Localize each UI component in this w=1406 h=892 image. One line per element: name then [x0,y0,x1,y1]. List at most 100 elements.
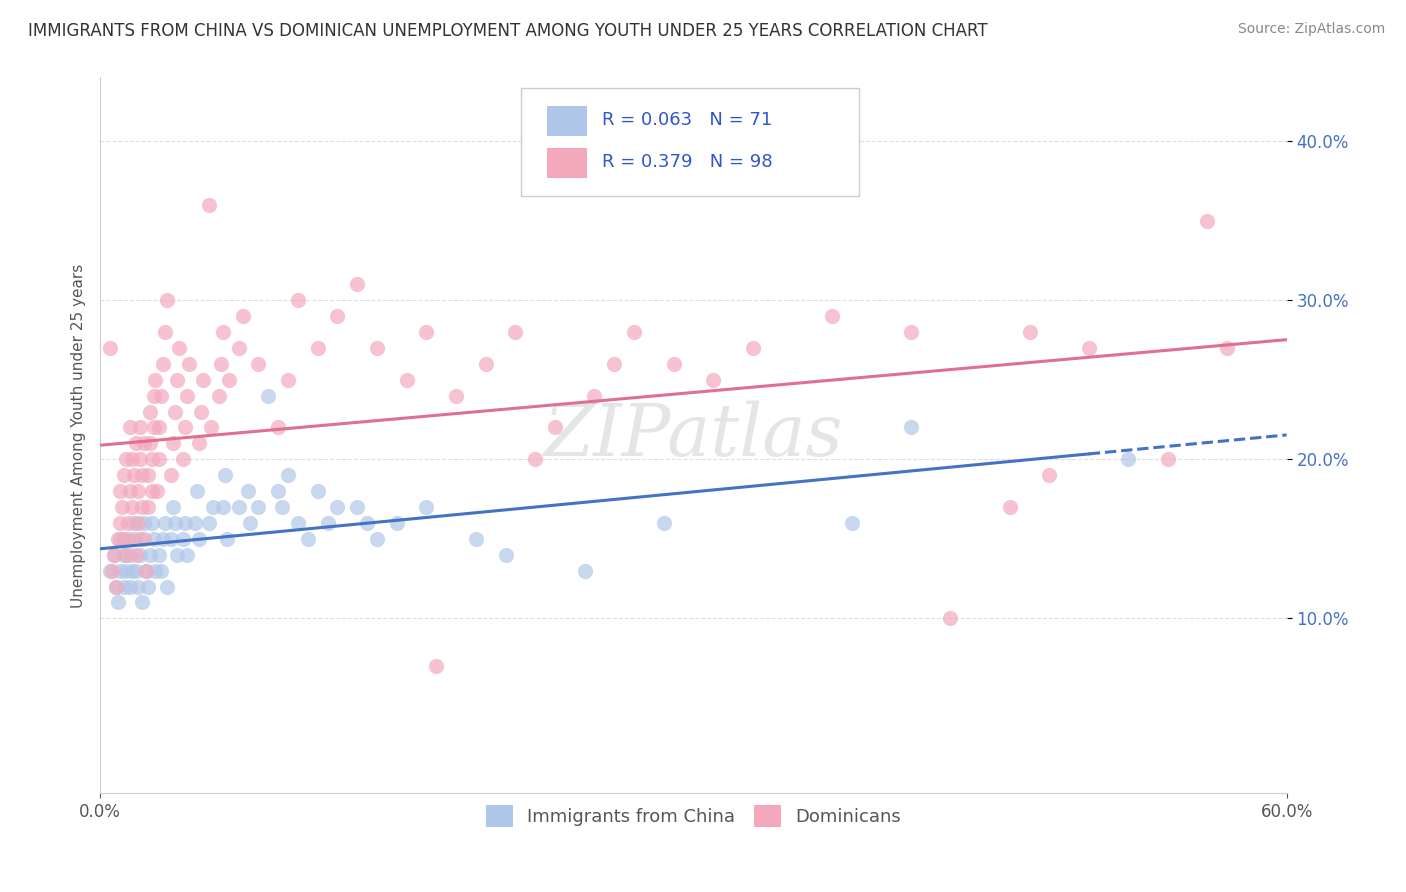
Y-axis label: Unemployment Among Youth under 25 years: Unemployment Among Youth under 25 years [72,263,86,607]
Point [939,611,962,625]
Point [356,516,378,530]
Point [287,516,309,530]
Point [167,341,190,355]
Point [425,659,447,673]
Point [125,564,148,578]
Point [415,325,437,339]
Point [239,516,262,530]
Point [297,532,319,546]
Point [141,452,163,467]
Point [214,468,236,483]
Point [201,500,224,514]
Point [444,389,467,403]
Point [165,516,187,530]
Point [574,564,596,578]
Text: R = 0.379   N = 98: R = 0.379 N = 98 [602,153,773,171]
Point [122,516,145,530]
Point [141,484,163,499]
Point [172,452,194,467]
Point [121,500,143,514]
Point [111,500,134,514]
Point [346,500,368,514]
Point [524,452,547,467]
Point [190,404,212,418]
Point [1077,341,1099,355]
Point [152,357,174,371]
Point [132,436,155,450]
Point [652,516,675,530]
Point [215,532,238,546]
Point [114,564,136,578]
Point [150,564,173,578]
Point [155,516,177,530]
Point [366,341,388,355]
Point [112,468,135,483]
Point [138,404,160,418]
Point [141,516,163,530]
Point [98,341,121,355]
Point [841,516,863,530]
Point [117,516,139,530]
Point [326,500,349,514]
Point [174,516,197,530]
Point [741,341,763,355]
Point [198,516,221,530]
Point [1157,452,1180,467]
Point [179,357,201,371]
Point [176,548,198,562]
Point [166,548,188,562]
Point [138,548,160,562]
Point [128,532,150,546]
Point [271,500,294,514]
Point [160,532,183,546]
Point [495,548,517,562]
Point [267,484,290,499]
Point [162,500,184,514]
Point [326,309,349,323]
Point [108,516,131,530]
Point [1038,468,1060,483]
Point [900,420,922,434]
Point [98,564,121,578]
Point [128,452,150,467]
Point [231,309,253,323]
Point [247,357,270,371]
Point [128,420,150,434]
Point [702,373,724,387]
Point [135,564,157,578]
Text: ZIPatlas: ZIPatlas [544,401,844,471]
Point [172,532,194,546]
Point [346,277,368,292]
Point [136,580,159,594]
FancyBboxPatch shape [522,88,859,195]
Point [132,516,155,530]
Point [385,516,408,530]
Point [108,532,131,546]
Point [138,436,160,450]
Point [188,532,211,546]
Point [176,389,198,403]
Point [146,484,169,499]
Point [166,373,188,387]
Point [277,468,299,483]
Point [1197,213,1219,227]
Point [228,500,250,514]
Point [142,389,165,403]
Point [131,500,153,514]
Point [131,468,153,483]
Point [118,484,141,499]
Point [155,325,177,339]
Point [415,500,437,514]
Point [131,595,153,609]
Point [191,373,214,387]
Point [107,532,129,546]
Point [142,532,165,546]
Point [127,484,149,499]
Point [148,548,170,562]
Point [395,373,418,387]
Point [122,532,145,546]
FancyBboxPatch shape [547,148,586,178]
Point [505,325,527,339]
Point [142,420,165,434]
Point [145,373,167,387]
